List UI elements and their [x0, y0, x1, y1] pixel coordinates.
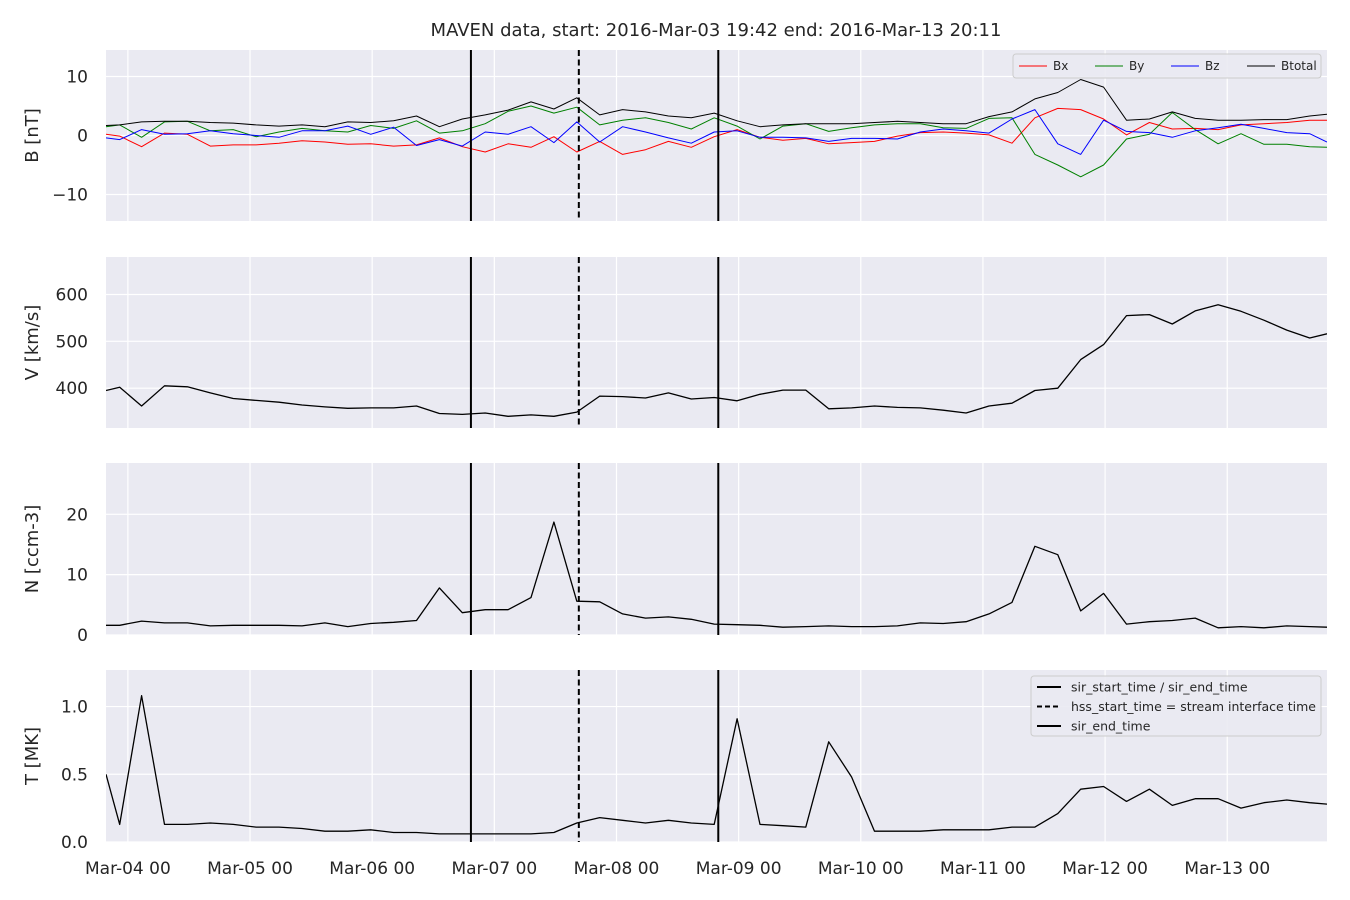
x-tick-label: Mar-10 00	[818, 859, 904, 879]
x-tick-label: Mar-04 00	[85, 859, 171, 879]
y-tick-label: 600	[56, 285, 88, 305]
x-tick-label: Mar-05 00	[207, 859, 293, 879]
y-tick-label: 0	[77, 127, 88, 147]
legend-box	[1012, 53, 1322, 79]
panel-data	[106, 463, 1327, 635]
y-axis-label: N [ccm-3]	[22, 505, 43, 594]
panel-background	[106, 257, 1327, 428]
panel-background	[106, 463, 1327, 635]
y-tick-label: 10	[66, 68, 88, 88]
legend-label: By	[1129, 59, 1144, 73]
legend-label: sir_end_time	[1071, 719, 1151, 734]
x-tick-label: Mar-13 00	[1184, 859, 1270, 879]
y-axis-label: B [nT]	[22, 108, 43, 163]
panel-data	[106, 257, 1327, 428]
x-tick-label: Mar-09 00	[696, 859, 782, 879]
y-tick-label: 0.0	[61, 833, 88, 853]
y-tick-label: 10	[66, 566, 88, 586]
y-tick-label: −10	[52, 185, 88, 205]
x-tick-label: Mar-12 00	[1062, 859, 1148, 879]
panel-1: 600 500 400 V [km/s]	[22, 257, 1327, 428]
chart-title: MAVEN data, start: 2016-Mar-03 19:42 end…	[431, 20, 1002, 41]
x-tick-label: Mar-08 00	[574, 859, 660, 879]
y-tick-label: 20	[66, 505, 88, 525]
panel-data	[106, 670, 1327, 842]
x-tick-label: Mar-11 00	[940, 859, 1026, 879]
chart-panels: 10 0 −10 B [nT] 600 500 400 V [km/s] 20 10 0 N [ccm…	[22, 50, 1327, 879]
series-line-V	[106, 304, 1327, 417]
legend-label: Bx	[1053, 59, 1068, 73]
y-tick-label: 400	[56, 379, 88, 399]
b-legend: Bx By Bz Btotal	[1012, 53, 1322, 79]
series-line-Bz	[106, 109, 1327, 155]
y-tick-label: 0	[77, 626, 88, 646]
legend-label: Bz	[1205, 59, 1220, 73]
series-line-Btotal	[106, 79, 1327, 128]
legend-label: Btotal	[1281, 59, 1317, 73]
series-line-N	[106, 521, 1327, 629]
y-tick-label: 0.5	[61, 765, 88, 785]
y-tick-label: 500	[56, 332, 88, 352]
y-tick-label: 1.0	[61, 698, 88, 718]
legend-box	[1030, 675, 1322, 737]
y-axis-label: V [km/s]	[22, 305, 43, 380]
panel-data	[106, 50, 1327, 221]
series-line-By	[106, 105, 1327, 178]
marker-legend: sir_start_time / sir_end_time hss_start_t…	[1030, 675, 1322, 737]
x-tick-label: Mar-07 00	[451, 859, 537, 879]
y-axis-label: T [MK]	[22, 727, 43, 786]
x-tick-label: Mar-06 00	[329, 859, 415, 879]
legend-label: sir_start_time / sir_end_time	[1071, 680, 1248, 695]
panel-2: 20 10 0 N [ccm-3]	[22, 463, 1327, 646]
series-line-Bx	[106, 107, 1327, 155]
series-line-T	[106, 695, 1327, 835]
legend-label: hss_start_time = stream interface time	[1071, 699, 1316, 714]
